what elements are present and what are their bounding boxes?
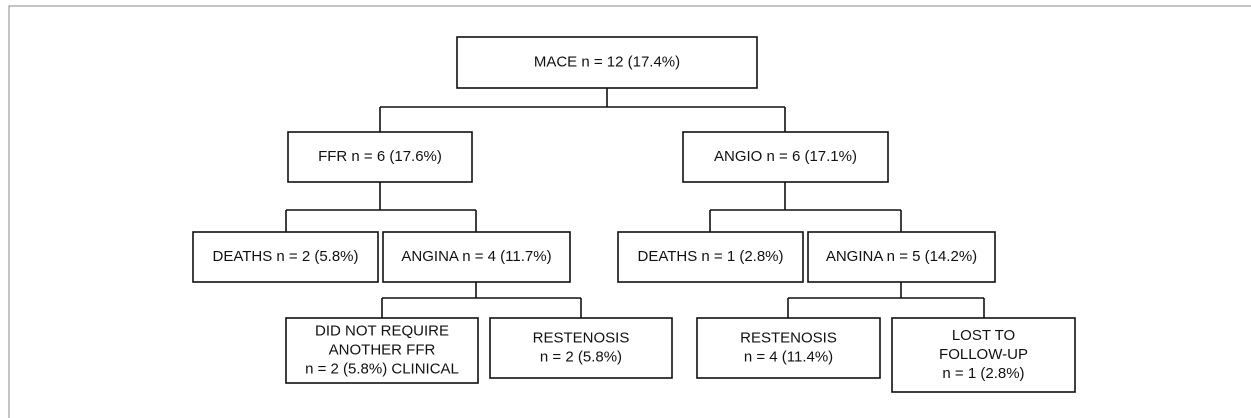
node-label: n = 2 (5.8%) CLINICAL bbox=[305, 360, 459, 377]
node-box bbox=[682, 131, 889, 183]
node-label: ANOTHER FFR bbox=[329, 341, 436, 358]
node-label: DID NOT REQUIRE bbox=[315, 322, 449, 339]
node-label: DEATHS n = 2 (5.8%) bbox=[212, 248, 358, 265]
node-box bbox=[192, 231, 379, 283]
node-label: DEATHS n = 1 (2.8%) bbox=[637, 248, 783, 265]
connector bbox=[709, 182, 902, 232]
node-label: FFR n = 6 (17.6%) bbox=[318, 148, 442, 165]
node-label: n = 1 (2.8%) bbox=[942, 365, 1024, 382]
node-label: MACE n = 12 (17.4%) bbox=[534, 53, 680, 70]
node-label: FOLLOW-UP bbox=[939, 346, 1028, 363]
node-label: RESTENOSIS bbox=[740, 329, 837, 346]
node-box bbox=[285, 317, 479, 384]
node-box bbox=[456, 36, 758, 89]
node-label: ANGIO n = 6 (17.1%) bbox=[714, 148, 857, 165]
connector bbox=[787, 282, 985, 318]
node-box bbox=[287, 131, 473, 183]
node-box bbox=[807, 231, 996, 283]
node-label: LOST TO bbox=[952, 327, 1015, 344]
connector bbox=[285, 182, 477, 232]
node-label: RESTENOSIS bbox=[533, 329, 630, 346]
connector bbox=[381, 282, 582, 318]
node-box bbox=[891, 317, 1076, 393]
frame bbox=[8, 5, 1251, 418]
node-box bbox=[382, 231, 571, 283]
connector bbox=[379, 88, 786, 132]
nodes: MACE n = 12 (17.4%) FFR n = 6 (17.6%) ANGI… bbox=[192, 36, 1076, 393]
node-box bbox=[489, 317, 673, 379]
node-box bbox=[696, 317, 881, 379]
node-label: n = 2 (5.8%) bbox=[540, 348, 622, 365]
node-label: n = 4 (11.4%) bbox=[744, 348, 833, 365]
node-label: ANGINA n = 4 (11.7%) bbox=[401, 248, 551, 265]
node-label: ANGINA n = 5 (14.2%) bbox=[826, 248, 977, 265]
node-box bbox=[617, 231, 804, 283]
